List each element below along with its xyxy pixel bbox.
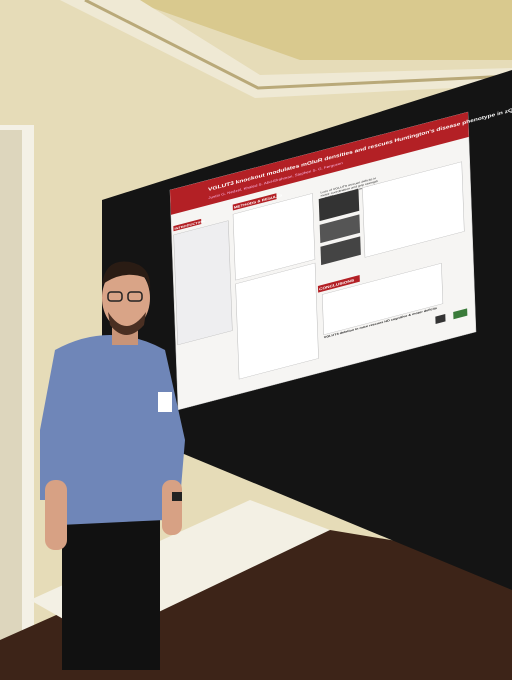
crown-molding [60, 0, 512, 98]
section-tag [173, 218, 202, 232]
graph-panel [362, 161, 465, 258]
beard [108, 312, 146, 335]
molding-trim [84, 0, 512, 90]
logo [435, 314, 446, 324]
door [0, 130, 22, 650]
arm [162, 480, 182, 535]
section-heading: INTRODUCTION [174, 219, 205, 230]
hair [102, 261, 151, 290]
figure-panel [235, 262, 319, 380]
conclusion-box [321, 263, 444, 336]
section-tag [232, 193, 277, 211]
photo-panel [318, 188, 360, 222]
face [102, 266, 150, 330]
pants [62, 510, 160, 670]
glasses [107, 291, 123, 302]
intro-panel [173, 220, 233, 346]
photo-panel [320, 236, 361, 266]
glasses [127, 291, 143, 302]
poster-header [170, 112, 469, 215]
figure-panel [232, 193, 316, 281]
watch [172, 492, 182, 501]
photo-panel [319, 214, 361, 244]
logo [453, 308, 468, 320]
arm [45, 480, 67, 550]
shirt [40, 335, 185, 525]
badge [158, 392, 172, 412]
ceiling [130, 0, 512, 60]
section-tag [317, 275, 360, 293]
person [40, 261, 185, 670]
